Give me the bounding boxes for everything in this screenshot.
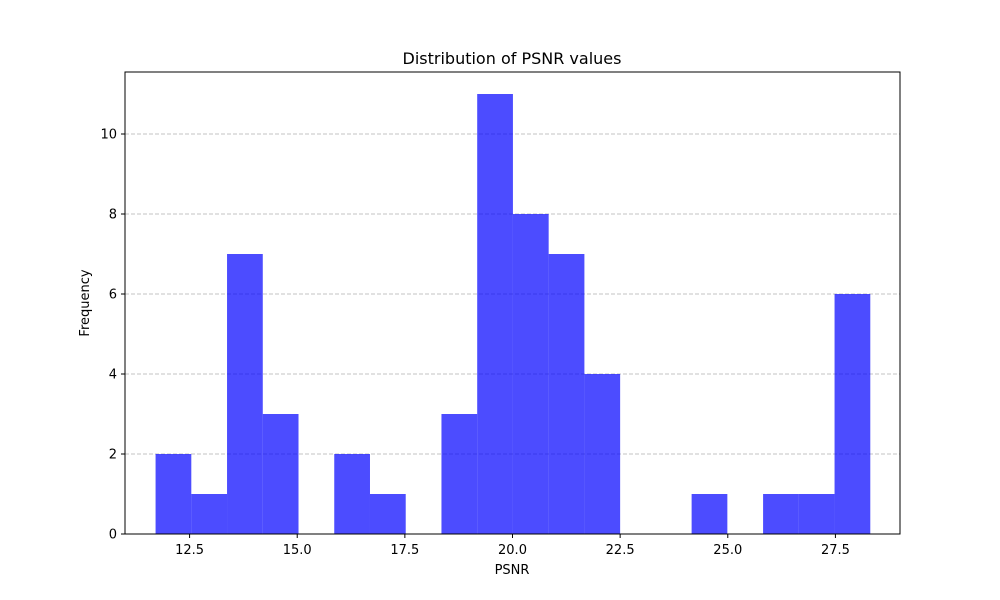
histogram-bar [691,494,728,534]
y-axis-ticks: 0 2 4 6 8 10 [100,128,125,543]
y-axis-label: Frequency [78,269,93,336]
histogram-bar [369,494,406,534]
histogram-bar [334,454,370,534]
histogram-bars [155,94,871,534]
histogram-bar [548,254,585,534]
y-tick-label: 6 [109,288,117,303]
y-tick-label: 4 [109,368,117,383]
histogram-bar [798,494,835,534]
histogram-bar [512,214,549,534]
x-tick-label: 27.5 [821,543,850,558]
y-tick-label: 10 [100,128,117,143]
y-tick-label: 8 [109,208,117,223]
x-tick-label: 12.5 [175,543,204,558]
x-tick-label: 15.0 [283,543,312,558]
histogram-bar [262,414,299,534]
x-tick-label: 20.0 [498,543,527,558]
histogram-bar [834,294,871,534]
x-tick-label: 25.0 [713,543,742,558]
y-tick-label: 2 [109,448,117,463]
histogram-bar [763,494,799,534]
x-axis-label: PSNR [495,563,530,578]
histogram-bar [227,254,263,534]
histogram-bar [191,494,228,534]
histogram-bar [584,374,621,534]
histogram-bar [155,454,192,534]
x-tick-label: 17.5 [390,543,419,558]
y-tick-label: 0 [109,528,117,543]
histogram-bar [477,94,513,534]
x-tick-label: 22.5 [606,543,635,558]
histogram-bar [441,414,478,534]
chart-title: Distribution of PSNR values [403,49,622,68]
x-axis-ticks: 12.5 15.0 17.5 20.0 22.5 25.0 27.5 [175,534,850,558]
